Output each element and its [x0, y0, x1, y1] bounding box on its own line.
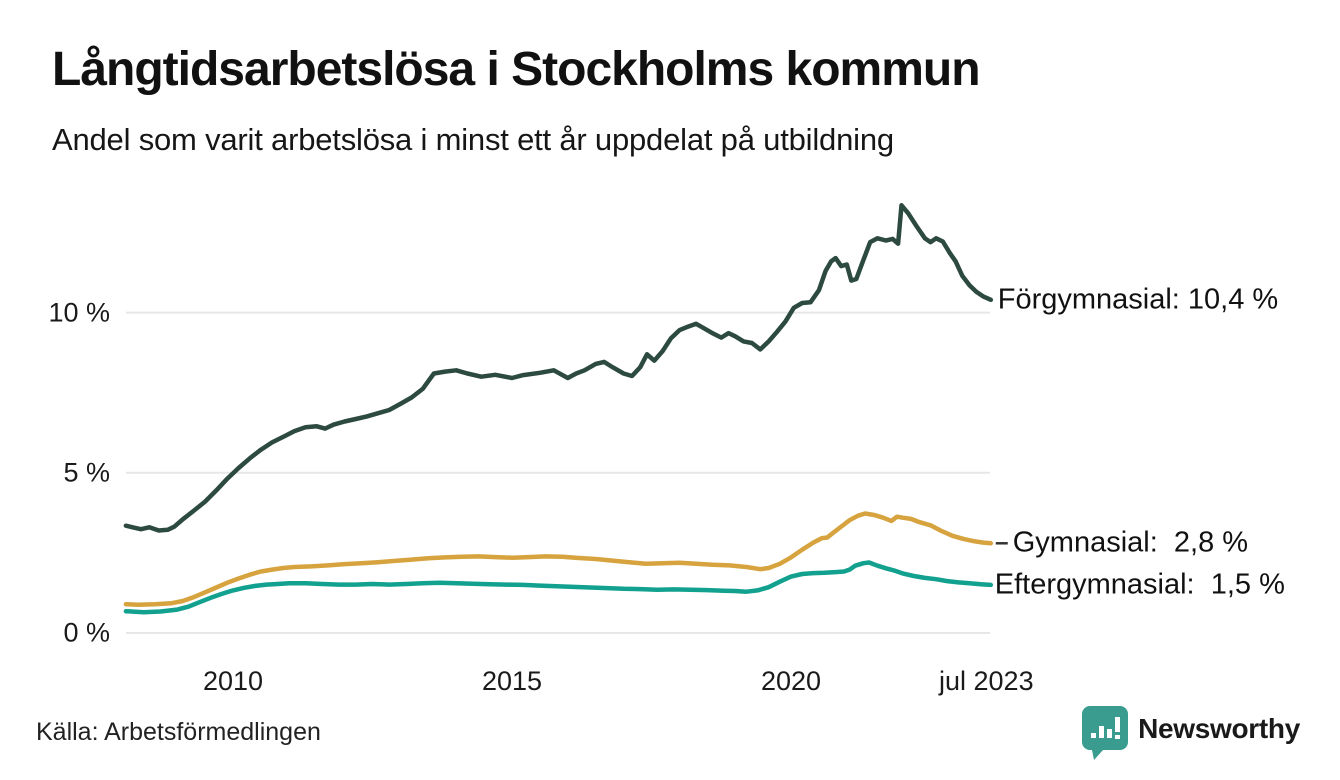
source-note: Källa: Arbetsförmedlingen [36, 718, 321, 746]
series-end-label-gymnasial: Gymnasial: 2,8 % [1012, 526, 1249, 559]
x-tick-label: 2010 [202, 666, 264, 696]
x-tick-label: 2015 [481, 666, 543, 696]
x-tick-label: jul 2023 [939, 666, 1034, 696]
y-tick-label: 0 % [63, 617, 110, 648]
brand-logo: Newsworthy [1082, 706, 1300, 760]
chart-title: Långtidsarbetslösa i Stockholms kommun [52, 43, 981, 96]
y-tick-label: 10 % [48, 297, 110, 328]
y-tick-label: 5 % [63, 457, 110, 488]
series-end-label-forgymnasial: Förgymnasial: 10,4 % [997, 283, 1279, 316]
chart-subtitle: Andel som varit arbetslösa i minst ett å… [52, 122, 894, 157]
series-end-label-eftergymnasial: Eftergymnasial: 1,5 % [994, 568, 1285, 601]
newsworthy-bar-chart-bubble-icon [1082, 706, 1129, 760]
brand-wordmark: Newsworthy [1138, 713, 1300, 744]
x-tick-label: 2020 [760, 666, 822, 696]
